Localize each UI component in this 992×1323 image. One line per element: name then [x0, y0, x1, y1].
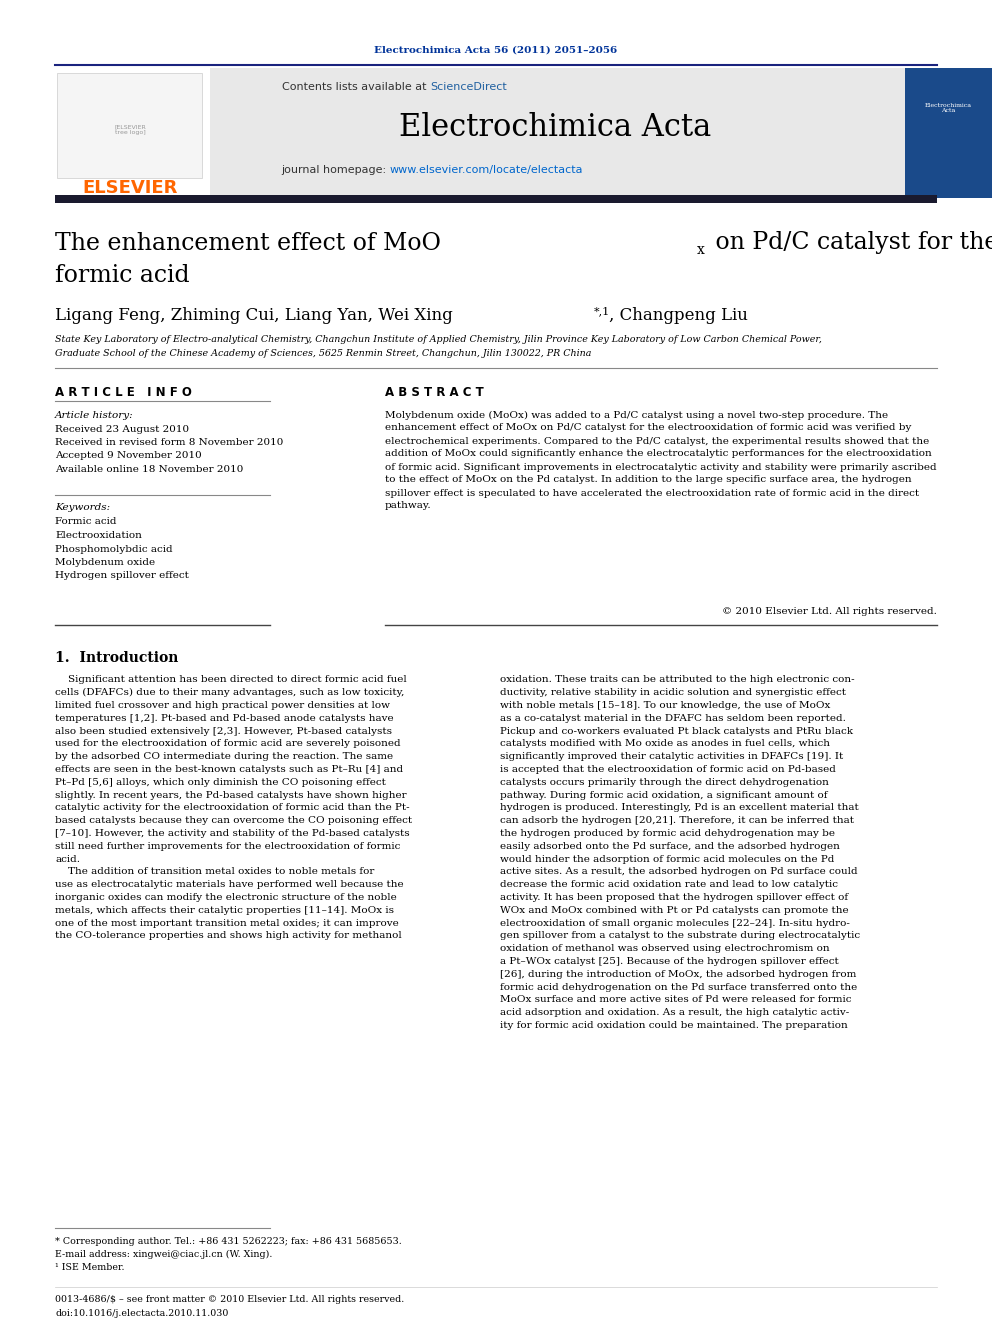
Text: cells (DFAFCs) due to their many advantages, such as low toxicity,: cells (DFAFCs) due to their many advanta…	[55, 688, 405, 697]
Text: Formic acid: Formic acid	[55, 517, 116, 527]
Text: catalysts modified with Mo oxide as anodes in fuel cells, which: catalysts modified with Mo oxide as anod…	[500, 740, 830, 749]
Text: ity for formic acid oxidation could be maintained. The preparation: ity for formic acid oxidation could be m…	[500, 1021, 848, 1031]
Text: Keywords:: Keywords:	[55, 504, 110, 512]
Text: electrochemical experiments. Compared to the Pd/C catalyst, the experimental res: electrochemical experiments. Compared to…	[385, 437, 930, 446]
Text: formic acid dehydrogenation on the Pd surface transferred onto the: formic acid dehydrogenation on the Pd su…	[500, 983, 857, 992]
Text: the CO-tolerance properties and shows high activity for methanol: the CO-tolerance properties and shows hi…	[55, 931, 402, 941]
Bar	[57, 73, 202, 179]
Text: metals, which affects their catalytic properties [11–14]. MoOx is: metals, which affects their catalytic pr…	[55, 906, 394, 916]
Text: *,1: *,1	[594, 306, 610, 316]
Text: decrease the formic acid oxidation rate and lead to low catalytic: decrease the formic acid oxidation rate …	[500, 880, 838, 889]
Text: The enhancement effect of MoO: The enhancement effect of MoO	[55, 232, 441, 254]
Text: Electrochimica Acta: Electrochimica Acta	[399, 112, 711, 143]
Text: pathway. During formic acid oxidation, a significant amount of: pathway. During formic acid oxidation, a…	[500, 791, 827, 799]
Text: [7–10]. However, the activity and stability of the Pd-based catalysts: [7–10]. However, the activity and stabil…	[55, 830, 410, 837]
Text: Molybdenum oxide (MoOx) was added to a Pd/C catalyst using a novel two-step proc: Molybdenum oxide (MoOx) was added to a P…	[385, 410, 888, 419]
Text: , Changpeng Liu: , Changpeng Liu	[609, 307, 748, 324]
Text: Graduate School of the Chinese Academy of Sciences, 5625 Renmin Street, Changchu: Graduate School of the Chinese Academy o…	[55, 348, 591, 357]
Text: Pt–Pd [5,6] alloys, which only diminish the CO poisoning effect: Pt–Pd [5,6] alloys, which only diminish …	[55, 778, 386, 787]
Text: The addition of transition metal oxides to noble metals for: The addition of transition metal oxides …	[55, 868, 374, 877]
Text: oxidation of methanol was observed using electrochromism on: oxidation of methanol was observed using…	[500, 945, 829, 954]
Text: of formic acid. Significant improvements in electrocatalytic activity and stabil: of formic acid. Significant improvements…	[385, 463, 936, 471]
Text: [ELSEVIER
tree logo]: [ELSEVIER tree logo]	[114, 124, 146, 135]
Text: E-mail address: xingwei@ciac.jl.cn (W. Xing).: E-mail address: xingwei@ciac.jl.cn (W. X…	[55, 1249, 273, 1258]
Text: journal homepage:: journal homepage:	[282, 165, 390, 175]
Text: significantly improved their catalytic activities in DFAFCs [19]. It: significantly improved their catalytic a…	[500, 753, 843, 761]
Text: Electrochimica Acta 56 (2011) 2051–2056: Electrochimica Acta 56 (2011) 2051–2056	[374, 45, 618, 54]
Text: active sites. As a result, the adsorbed hydrogen on Pd surface could: active sites. As a result, the adsorbed …	[500, 868, 858, 877]
Text: can adsorb the hydrogen [20,21]. Therefore, it can be inferred that: can adsorb the hydrogen [20,21]. Therefo…	[500, 816, 854, 826]
Text: also been studied extensively [2,3]. However, Pt-based catalysts: also been studied extensively [2,3]. How…	[55, 726, 392, 736]
Text: oxidation. These traits can be attributed to the high electronic con-: oxidation. These traits can be attribute…	[500, 676, 855, 684]
Text: addition of MoOx could significantly enhance the electrocatalytic performances f: addition of MoOx could significantly enh…	[385, 450, 931, 459]
Text: State Key Laboratory of Electro-analytical Chemistry, Changchun Institute of App: State Key Laboratory of Electro-analytic…	[55, 335, 822, 344]
Text: ductivity, relative stability in acidic solution and synergistic effect: ductivity, relative stability in acidic …	[500, 688, 846, 697]
Text: as a co-catalyst material in the DFAFC has seldom been reported.: as a co-catalyst material in the DFAFC h…	[500, 714, 846, 722]
Text: ¹ ISE Member.: ¹ ISE Member.	[55, 1262, 125, 1271]
Text: acid.: acid.	[55, 855, 80, 864]
Text: by the adsorbed CO intermediate during the reaction. The same: by the adsorbed CO intermediate during t…	[55, 753, 393, 761]
Text: catalytic activity for the electrooxidation of formic acid than the Pt-: catalytic activity for the electrooxidat…	[55, 803, 410, 812]
Text: hydrogen is produced. Interestingly, Pd is an excellent material that: hydrogen is produced. Interestingly, Pd …	[500, 803, 859, 812]
Text: ScienceDirect: ScienceDirect	[430, 82, 507, 93]
Text: WOx and MoOx combined with Pt or Pd catalysts can promote the: WOx and MoOx combined with Pt or Pd cata…	[500, 906, 848, 916]
Text: Electrochimica
Acta: Electrochimica Acta	[925, 103, 971, 114]
Text: temperatures [1,2]. Pt-based and Pd-based anode catalysts have: temperatures [1,2]. Pt-based and Pd-base…	[55, 714, 394, 722]
Text: slightly. In recent years, the Pd-based catalysts have shown higher: slightly. In recent years, the Pd-based …	[55, 791, 407, 799]
Text: doi:10.1016/j.electacta.2010.11.030: doi:10.1016/j.electacta.2010.11.030	[55, 1308, 228, 1318]
Text: would hinder the adsorption of formic acid molecules on the Pd: would hinder the adsorption of formic ac…	[500, 855, 834, 864]
Text: Molybdenum oxide: Molybdenum oxide	[55, 558, 155, 568]
Text: inorganic oxides can modify the electronic structure of the noble: inorganic oxides can modify the electron…	[55, 893, 397, 902]
Text: Available online 18 November 2010: Available online 18 November 2010	[55, 464, 243, 474]
Text: 0013-4686/$ – see front matter © 2010 Elsevier Ltd. All rights reserved.: 0013-4686/$ – see front matter © 2010 El…	[55, 1295, 405, 1304]
Text: x: x	[697, 243, 705, 257]
Text: Contents lists available at: Contents lists available at	[282, 82, 430, 93]
Text: Significant attention has been directed to direct formic acid fuel: Significant attention has been directed …	[55, 676, 407, 684]
Bar	[55, 194, 937, 202]
Text: © 2010 Elsevier Ltd. All rights reserved.: © 2010 Elsevier Ltd. All rights reserved…	[722, 607, 937, 617]
Text: enhancement effect of MoOx on Pd/C catalyst for the electrooxidation of formic a: enhancement effect of MoOx on Pd/C catal…	[385, 423, 912, 433]
Text: activity. It has been proposed that the hydrogen spillover effect of: activity. It has been proposed that the …	[500, 893, 848, 902]
Text: spillover effect is speculated to have accelerated the electrooxidation rate of : spillover effect is speculated to have a…	[385, 488, 920, 497]
Text: [26], during the introduction of MoOx, the adsorbed hydrogen from: [26], during the introduction of MoOx, t…	[500, 970, 856, 979]
Text: the hydrogen produced by formic acid dehydrogenation may be: the hydrogen produced by formic acid deh…	[500, 830, 835, 837]
Text: still need further improvements for the electrooxidation of formic: still need further improvements for the …	[55, 841, 401, 851]
Text: MoOx surface and more active sites of Pd were released for formic: MoOx surface and more active sites of Pd…	[500, 995, 851, 1004]
Text: a Pt–WOx catalyst [25]. Because of the hydrogen spillover effect: a Pt–WOx catalyst [25]. Because of the h…	[500, 957, 839, 966]
Text: Pickup and co-workers evaluated Pt black catalysts and PtRu black: Pickup and co-workers evaluated Pt black…	[500, 726, 853, 736]
Text: A B S T R A C T: A B S T R A C T	[385, 386, 484, 400]
Text: used for the electrooxidation of formic acid are severely poisoned: used for the electrooxidation of formic …	[55, 740, 401, 749]
Text: Received 23 August 2010: Received 23 August 2010	[55, 425, 189, 434]
Text: easily adsorbed onto the Pd surface, and the adsorbed hydrogen: easily adsorbed onto the Pd surface, and…	[500, 841, 840, 851]
Text: ELSEVIER: ELSEVIER	[82, 179, 178, 197]
Text: formic acid: formic acid	[55, 265, 189, 287]
Text: pathway.: pathway.	[385, 501, 432, 511]
Bar	[210, 67, 905, 198]
Text: effects are seen in the best-known catalysts such as Pt–Ru [4] and: effects are seen in the best-known catal…	[55, 765, 403, 774]
Text: based catalysts because they can overcome the CO poisoning effect: based catalysts because they can overcom…	[55, 816, 412, 826]
Text: with noble metals [15–18]. To our knowledge, the use of MoOx: with noble metals [15–18]. To our knowle…	[500, 701, 830, 710]
Text: gen spillover from a catalyst to the substrate during electrocatalytic: gen spillover from a catalyst to the sub…	[500, 931, 860, 941]
Text: use as electrocatalytic materials have performed well because the: use as electrocatalytic materials have p…	[55, 880, 404, 889]
Text: to the effect of MoOx on the Pd catalyst. In addition to the large specific surf: to the effect of MoOx on the Pd catalyst…	[385, 475, 912, 484]
Text: is accepted that the electrooxidation of formic acid on Pd-based: is accepted that the electrooxidation of…	[500, 765, 836, 774]
Text: Accepted 9 November 2010: Accepted 9 November 2010	[55, 451, 201, 460]
Text: Hydrogen spillover effect: Hydrogen spillover effect	[55, 572, 188, 581]
Text: Ligang Feng, Zhiming Cui, Liang Yan, Wei Xing: Ligang Feng, Zhiming Cui, Liang Yan, Wei…	[55, 307, 452, 324]
Text: catalysts occurs primarily through the direct dehydrogenation: catalysts occurs primarily through the d…	[500, 778, 829, 787]
Text: A R T I C L E   I N F O: A R T I C L E I N F O	[55, 386, 191, 400]
Text: Electrooxidation: Electrooxidation	[55, 531, 142, 540]
Text: 1.  Introduction: 1. Introduction	[55, 651, 179, 665]
Text: electrooxidation of small organic molecules [22–24]. In-situ hydro-: electrooxidation of small organic molecu…	[500, 918, 850, 927]
Text: Article history:: Article history:	[55, 410, 134, 419]
Text: Phosphomolybdic acid: Phosphomolybdic acid	[55, 545, 173, 553]
Text: www.elsevier.com/locate/electacta: www.elsevier.com/locate/electacta	[390, 165, 583, 175]
Text: Received in revised form 8 November 2010: Received in revised form 8 November 2010	[55, 438, 284, 447]
Text: limited fuel crossover and high practical power densities at low: limited fuel crossover and high practica…	[55, 701, 390, 710]
Text: on Pd/C catalyst for the electrooxidation of: on Pd/C catalyst for the electrooxidatio…	[708, 232, 992, 254]
Text: * Corresponding author. Tel.: +86 431 5262223; fax: +86 431 5685653.: * Corresponding author. Tel.: +86 431 52…	[55, 1237, 402, 1245]
Bar	[905, 67, 992, 198]
Text: one of the most important transition metal oxides; it can improve: one of the most important transition met…	[55, 918, 399, 927]
Text: acid adsorption and oxidation. As a result, the high catalytic activ-: acid adsorption and oxidation. As a resu…	[500, 1008, 849, 1017]
